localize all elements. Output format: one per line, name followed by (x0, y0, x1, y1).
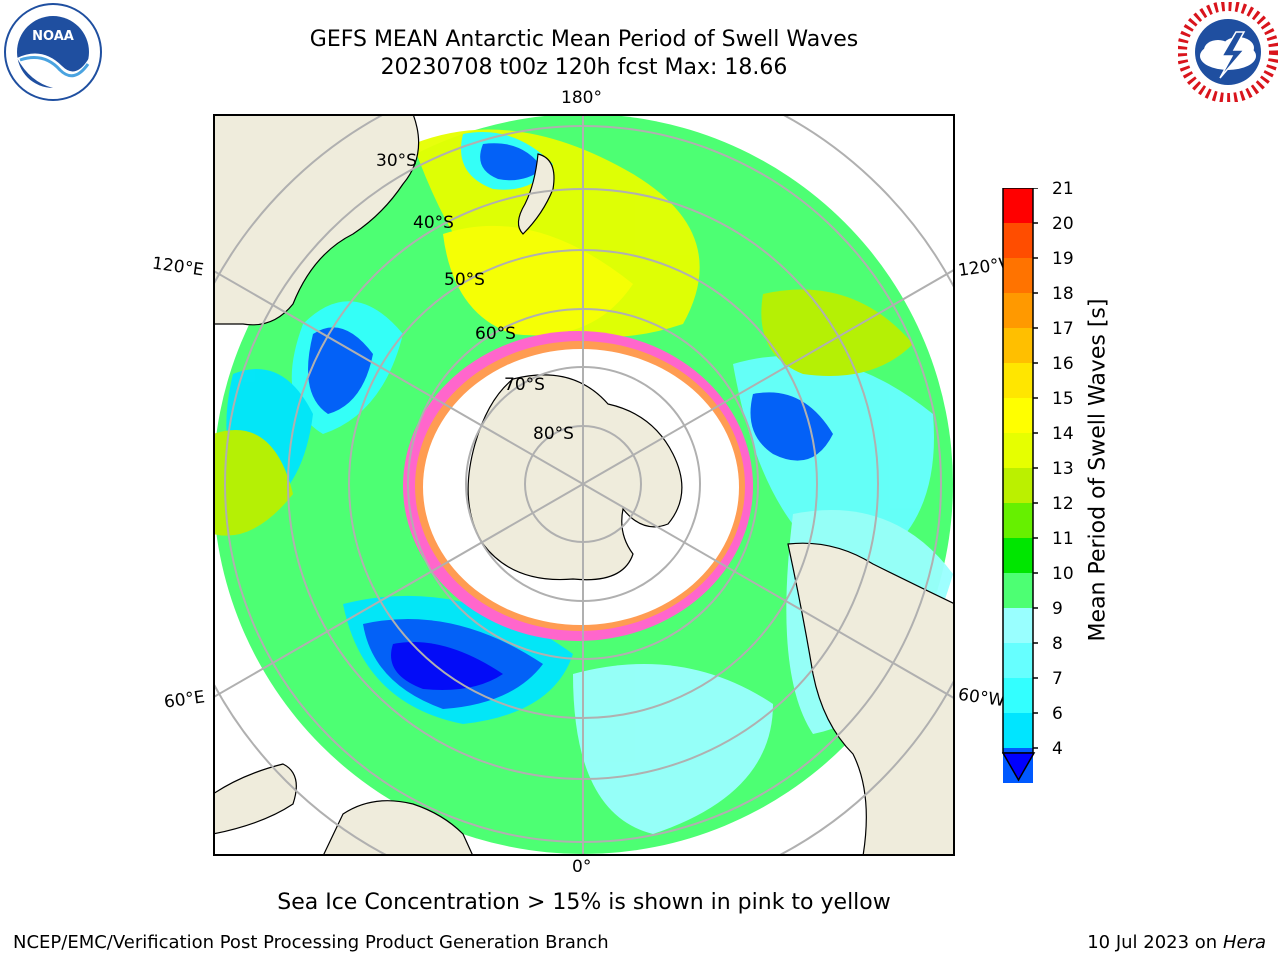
cbar-10-11 (1003, 538, 1033, 573)
lat-label-80s: 80°S (533, 424, 574, 444)
lon-label-180: 180° (561, 88, 602, 108)
cbar-tick: 7 (1052, 669, 1063, 689)
cbar-13-14 (1003, 433, 1033, 468)
map-title: GEFS MEAN Antarctic Mean Period of Swell… (309, 27, 859, 52)
cbar-tick: 13 (1052, 459, 1074, 479)
lat-label-30s: 30°S (376, 151, 417, 171)
cbar-18-19 (1003, 258, 1033, 293)
svg-text:NOAA: NOAA (32, 29, 74, 44)
new-zealand-land (517, 153, 555, 235)
antarctica-land (467, 374, 683, 581)
lon-label-120e: 120°E (150, 253, 205, 281)
cbar-tick: 10 (1052, 564, 1074, 584)
cbar-19-20 (1003, 223, 1033, 258)
credit-text: NCEP/EMC/Verification Post Processing Pr… (13, 932, 609, 953)
madagascar-land (214, 763, 297, 835)
nws-logo (1178, 2, 1278, 102)
map-subtitle: 20230708 t00z 120h fcst Max: 18.66 (380, 55, 788, 80)
lat-label-70s: 70°S (504, 375, 545, 395)
cbar-tick: 12 (1052, 494, 1074, 514)
cbar-tick: 17 (1052, 319, 1074, 339)
cbar-6-7 (1003, 678, 1033, 713)
cbar-16-17 (1003, 328, 1033, 363)
map-frame (213, 114, 955, 856)
cbar-tick: 14 (1052, 424, 1074, 444)
sea-ice-note: Sea Ice Concentration > 15% is shown in … (277, 890, 891, 915)
longitude-grid (214, 115, 954, 855)
cbar-20-21 (1003, 188, 1033, 223)
lat-label-60s: 60°S (475, 324, 516, 344)
colorbar-label: Mean Period of Swell Waves [s] (1085, 298, 1111, 642)
south-america-land (787, 542, 954, 855)
date-prefix: 10 Jul 2023 on (1087, 932, 1223, 953)
cbar-tick: 8 (1052, 634, 1063, 654)
cbar-tick: 20 (1052, 214, 1074, 234)
cbar-tick: 4 (1052, 739, 1063, 759)
polar-map (213, 114, 955, 856)
cbar-14-15 (1003, 398, 1033, 433)
cbar-tick: 9 (1052, 599, 1063, 619)
cbar-tick: 18 (1052, 284, 1074, 304)
cbar-tick: 19 (1052, 249, 1074, 269)
colorbar-underflow (1002, 752, 1036, 782)
cbar-tick: 15 (1052, 389, 1074, 409)
colorbar (1002, 188, 1038, 783)
cbar-7-8 (1003, 643, 1033, 678)
australia-land (214, 115, 420, 326)
cbar-15-16 (1003, 363, 1033, 398)
lon-label-60w: 60°W (956, 684, 1007, 712)
cbar-11-12 (1003, 503, 1033, 538)
cbar-tick: 16 (1052, 354, 1074, 374)
lat-label-40s: 40°S (413, 213, 454, 233)
cbar-12-13 (1003, 468, 1033, 503)
cbar-tick: 11 (1052, 529, 1074, 549)
lat-label-50s: 50°S (444, 270, 485, 290)
cbar-tick: 21 (1052, 179, 1074, 199)
noaa-logo: NOAA (4, 3, 102, 101)
cbar-9-10 (1003, 573, 1033, 608)
lon-label-0: 0° (572, 857, 592, 877)
cbar-4-6 (1003, 713, 1033, 748)
cbar-17-18 (1003, 293, 1033, 328)
cbar-8-9 (1003, 608, 1033, 643)
generation-date: 10 Jul 2023 on Hera (1087, 932, 1266, 953)
host-name: Hera (1222, 932, 1266, 953)
cbar-tick: 6 (1052, 704, 1063, 724)
lon-label-60e: 60°E (162, 687, 207, 713)
